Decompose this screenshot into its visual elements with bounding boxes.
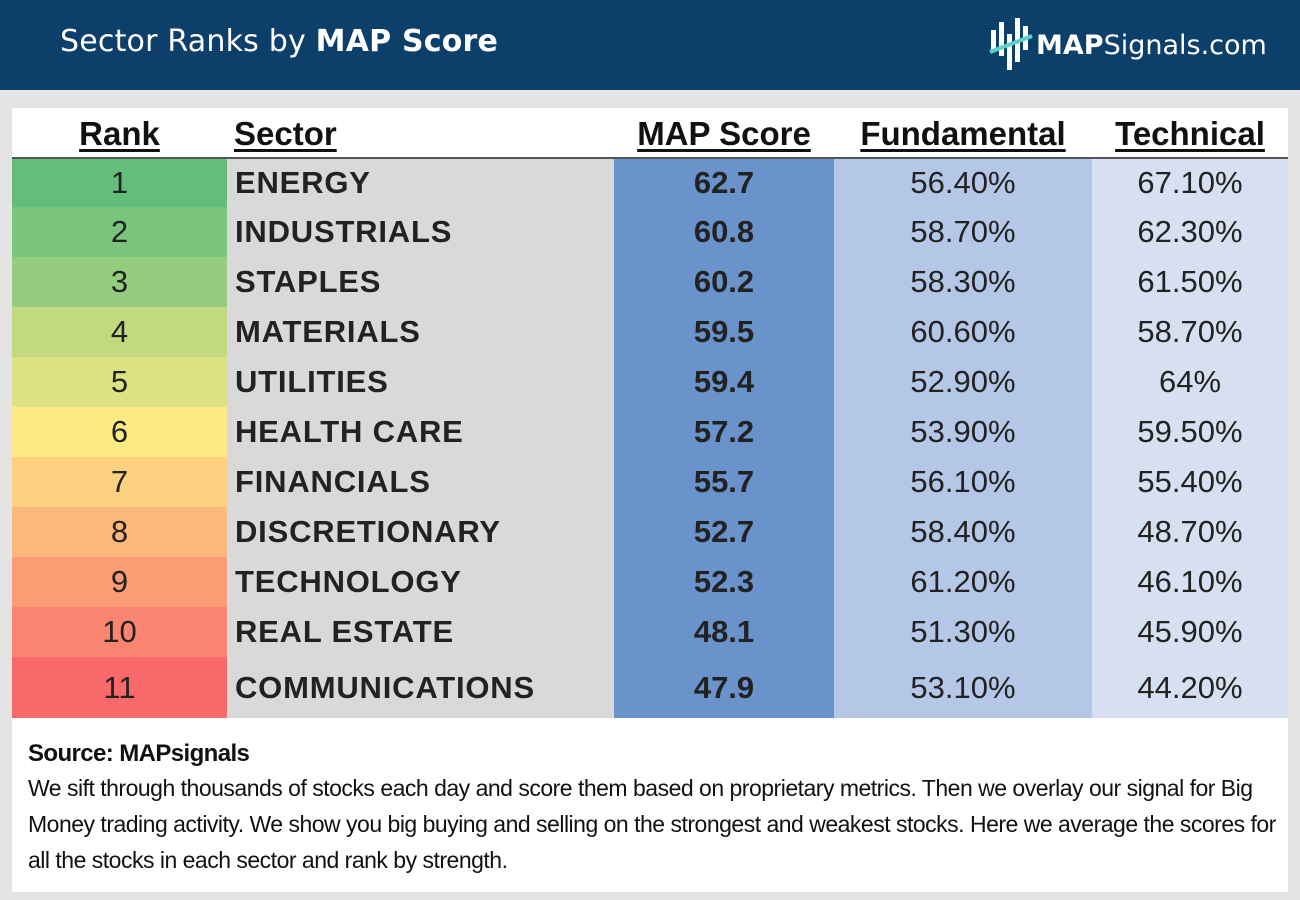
technical-cell: 55.40%	[1092, 457, 1288, 507]
map-score-cell: 52.3	[614, 557, 834, 607]
logo-map: MAP	[1036, 30, 1104, 61]
sector-cell: FINANCIALS	[227, 457, 614, 507]
rank-cell: 1	[12, 159, 227, 207]
page-header: Sector Ranks by MAP Score MAPSignals.com	[0, 0, 1300, 90]
technical-cell: 46.10%	[1092, 557, 1288, 607]
technical-cell: 61.50%	[1092, 257, 1288, 307]
rank-cell: 5	[12, 357, 227, 407]
rank-cell: 3	[12, 257, 227, 307]
fundamental-cell: 52.90%	[834, 357, 1092, 407]
map-score-cell: 62.7	[614, 159, 834, 207]
technical-cell: 64%	[1092, 357, 1288, 407]
map-score-cell: 52.7	[614, 507, 834, 557]
sector-rank-table: Rank Sector MAP Score Fundamental Techni…	[12, 108, 1288, 720]
sector-cell: DISCRETIONARY	[227, 507, 614, 557]
fundamental-cell: 56.10%	[834, 457, 1092, 507]
sector-cell: TECHNOLOGY	[227, 557, 614, 607]
source-label: Source: MAPsignals	[28, 740, 250, 767]
header-fundamental: Fundamental	[860, 115, 1066, 152]
technical-cell: 58.70%	[1092, 307, 1288, 357]
header-sector: Sector	[234, 115, 337, 152]
description-text: We sift through thousands of stocks each…	[28, 775, 1276, 873]
map-score-cell: 47.9	[614, 657, 834, 718]
title-prefix: Sector Ranks by	[60, 24, 316, 59]
fundamental-cell: 53.10%	[834, 657, 1092, 718]
header-divider	[12, 157, 1288, 159]
fundamental-cell: 51.30%	[834, 607, 1092, 657]
map-score-cell: 60.8	[614, 207, 834, 257]
rank-cell: 6	[12, 407, 227, 457]
technical-cell: 67.10%	[1092, 159, 1288, 207]
rank-cell: 4	[12, 307, 227, 357]
technical-cell: 62.30%	[1092, 207, 1288, 257]
rank-cell: 8	[12, 507, 227, 557]
header-rank: Rank	[79, 115, 160, 152]
map-score-cell: 60.2	[614, 257, 834, 307]
sector-cell: UTILITIES	[227, 357, 614, 407]
fundamental-cell: 56.40%	[834, 159, 1092, 207]
sector-cell: INDUSTRIALS	[227, 207, 614, 257]
header-technical: Technical	[1115, 115, 1265, 152]
mapsignals-logo: MAPSignals.com	[988, 16, 1268, 76]
mapsignals-logo-icon	[989, 18, 1033, 70]
map-score-cell: 55.7	[614, 457, 834, 507]
sector-cell: REAL ESTATE	[227, 607, 614, 657]
fundamental-cell: 58.30%	[834, 257, 1092, 307]
rank-cell: 7	[12, 457, 227, 507]
rank-cell: 9	[12, 557, 227, 607]
fundamental-cell: 61.20%	[834, 557, 1092, 607]
sector-cell: STAPLES	[227, 257, 614, 307]
map-score-cell: 57.2	[614, 407, 834, 457]
content-panel: Rank Sector MAP Score Fundamental Techni…	[12, 108, 1288, 892]
header-map-score: MAP Score	[637, 115, 811, 152]
technical-cell: 44.20%	[1092, 657, 1288, 718]
technical-cell: 48.70%	[1092, 507, 1288, 557]
map-score-cell: 59.5	[614, 307, 834, 357]
sector-cell: MATERIALS	[227, 307, 614, 357]
technical-cell: 45.90%	[1092, 607, 1288, 657]
fundamental-cell: 58.70%	[834, 207, 1092, 257]
title-bold: MAP Score	[315, 24, 499, 59]
rank-cell: 11	[12, 657, 227, 718]
logo-rest: Signals.com	[1103, 30, 1267, 61]
rank-cell: 2	[12, 207, 227, 257]
fundamental-cell: 53.90%	[834, 407, 1092, 457]
map-score-cell: 48.1	[614, 607, 834, 657]
sector-cell: HEALTH CARE	[227, 407, 614, 457]
logo-text: MAPSignals.com	[1036, 30, 1267, 61]
footer: Source: MAPsignals We sift through thous…	[28, 740, 1278, 878]
fundamental-cell: 58.40%	[834, 507, 1092, 557]
fundamental-cell: 60.60%	[834, 307, 1092, 357]
map-score-cell: 59.4	[614, 357, 834, 407]
sector-cell: COMMUNICATIONS	[227, 657, 614, 718]
technical-cell: 59.50%	[1092, 407, 1288, 457]
page-title: Sector Ranks by MAP Score	[60, 24, 498, 59]
rank-cell: 10	[12, 607, 227, 657]
sector-cell: ENERGY	[227, 159, 614, 207]
